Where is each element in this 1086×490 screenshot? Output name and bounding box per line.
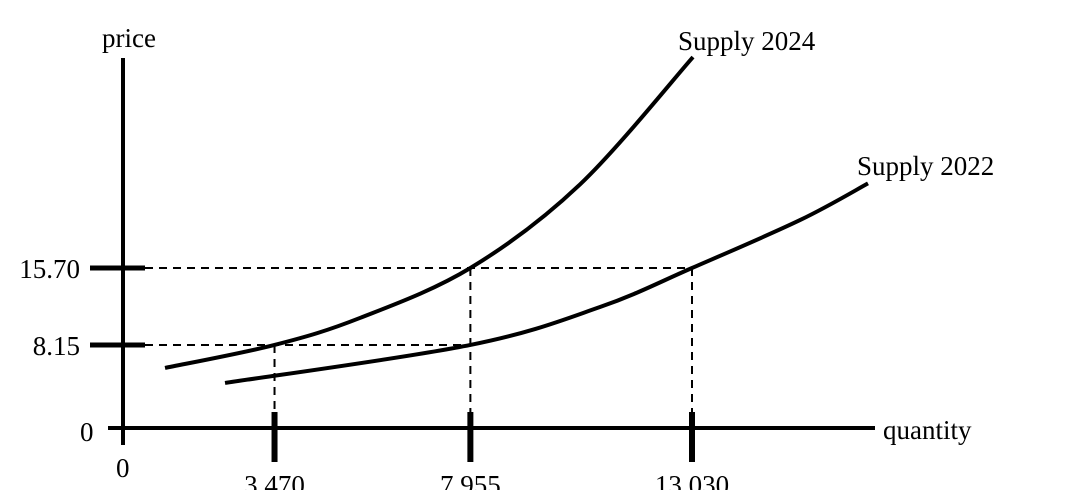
- x-tick-label: 7,955: [440, 470, 501, 490]
- x-tick-label: 13,030: [655, 470, 729, 490]
- y-axis-label: price: [102, 23, 156, 53]
- y-tick-label: 8.15: [33, 331, 80, 361]
- series-label-supply-2022: Supply 2022: [857, 151, 994, 181]
- x-origin-label: 0: [116, 453, 130, 483]
- x-tick-label: 3,470: [244, 470, 305, 490]
- x-axis-label: quantity: [883, 415, 972, 445]
- y-tick-label: 15.70: [19, 254, 80, 284]
- series-label-supply-2024: Supply 2024: [678, 26, 816, 56]
- y-origin-label: 0: [80, 417, 94, 447]
- series-line-supply-2022: [224, 181, 869, 385]
- series-line-supply-2024: [164, 55, 695, 370]
